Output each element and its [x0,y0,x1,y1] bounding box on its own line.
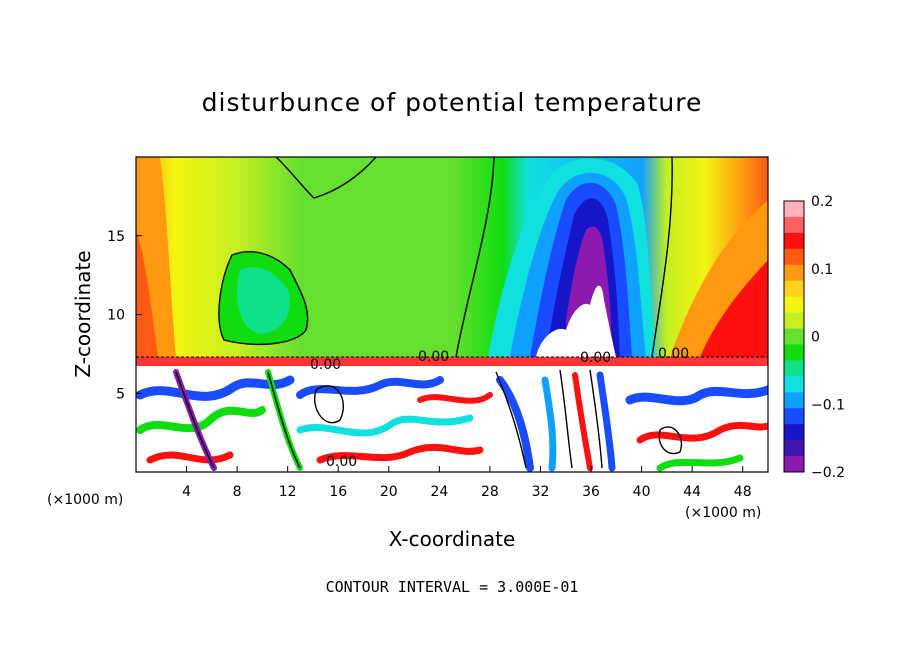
x-tick-label: 20 [380,484,398,500]
colorbar-swatch [784,424,804,441]
x-axis: 4 8 12 16 20 24 28 32 36 40 44 48 [136,466,768,500]
right-warm-core [700,260,768,357]
x-unit-label-left: (×1000 m) [47,492,123,508]
x-tick-label: 40 [633,484,651,500]
x-tick-label: 28 [481,484,499,500]
x-unit-label-right: (×1000 m) [685,505,761,521]
colorbar-swatch [784,312,804,330]
chart-title: disturbunce of potential temperature [202,88,703,117]
x-tick-label: 16 [329,484,347,500]
colorbar-swatch [784,440,804,457]
x-tick-label: 12 [279,484,297,500]
green-blob-core [236,267,290,334]
colorbar-tick-label: 0 [811,330,820,346]
colorbar-tick-label: 0.2 [811,194,833,210]
colorbar-swatch [784,344,804,361]
x-tick-label: 36 [582,484,600,500]
y-axis-label: Z-coordinate [71,250,95,377]
y-tick-label: 15 [107,229,125,245]
y-axis: 5 10 15 [107,229,142,402]
x-axis-label: X-coordinate [389,527,516,551]
colorbar-swatch [784,328,804,345]
x-tick-label: 8 [233,484,242,500]
colorbar-frame [783,200,805,473]
colorbar: 0.2 0.1 0 −0.1 −0.2 [784,194,845,481]
colorbar-swatch [784,201,804,218]
colorbar-swatch [784,264,804,282]
colorbar-swatch [784,248,804,266]
contour-label: 0.00 [326,454,357,470]
contour-lines [175,157,683,469]
plot-field [136,157,768,472]
contour-interval-note: CONTOUR INTERVAL = 3.000E-01 [326,578,579,596]
colorbar-swatch [784,408,804,425]
contour-label: 0.00 [580,350,611,366]
colorbar-swatch [784,392,804,409]
x-tick-label: 48 [734,484,752,500]
y-tick-label: 10 [107,308,125,324]
contour-label: 0.00 [310,357,341,373]
x-tick-label: 32 [532,484,550,500]
colorbar-tick-label: −0.2 [811,465,845,481]
colorbar-swatch [784,376,804,393]
colorbar-swatch [784,360,804,377]
left-warm-core [136,230,158,357]
colorbar-tick-label: −0.1 [811,397,845,413]
x-tick-label: 24 [430,484,448,500]
colorbar-swatch [784,232,804,250]
y-tick-label: 5 [116,386,125,402]
contour-label: 0.00 [418,349,449,365]
contour-label: 0.00 [658,346,689,362]
x-tick-label: 44 [683,484,701,500]
colorbar-swatch [784,216,804,234]
colorbar-swatch [784,456,804,473]
saturated-white-patch [536,285,616,357]
colorbar-swatch [784,296,804,314]
colorbar-swatch [784,280,804,298]
colorbar-tick-label: 0.1 [811,262,833,278]
interface-band [136,357,768,366]
x-tick-label: 4 [182,484,191,500]
